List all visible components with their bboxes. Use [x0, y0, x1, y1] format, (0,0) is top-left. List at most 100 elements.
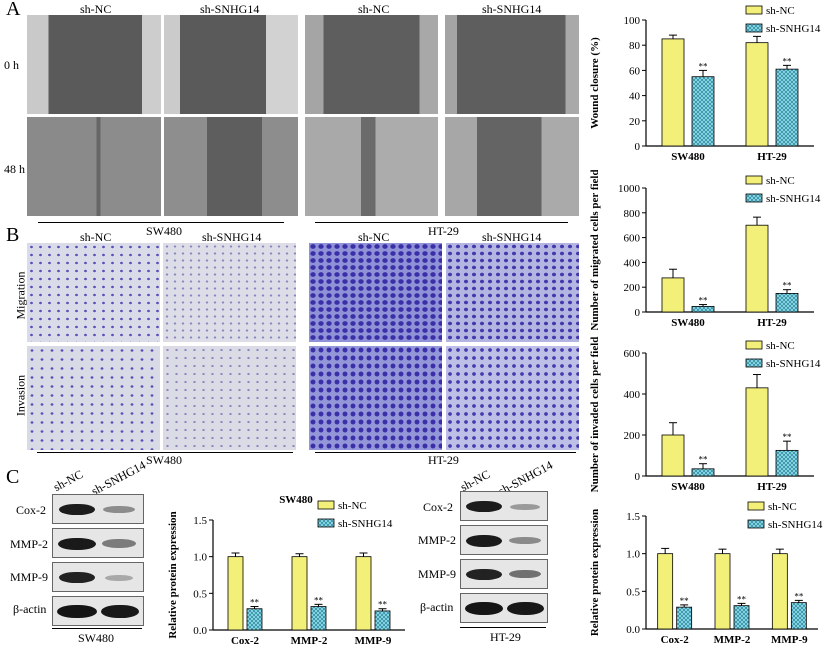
x-tick-label-ht-29: HT-29: [757, 151, 787, 163]
blot-right-strip-mmp2: [460, 525, 548, 555]
y-tick-label: 1.5: [626, 511, 640, 523]
bar-sh-snhg14-cox-2: [676, 606, 693, 630]
x-tick-label-mmp-2: MMP-2: [291, 635, 328, 647]
band-ht29-cox2-kd: [510, 504, 540, 510]
legend-label-sh-snhg14: sh-SNHG14: [766, 193, 821, 205]
bar-sh-snhg14-ht-29: [775, 449, 799, 477]
legend-swatch-sh-nc: [745, 340, 763, 350]
band-sw480-cox2-kd: [103, 506, 135, 513]
blot-right-strip-actin: [460, 593, 548, 623]
time-label-48h: 48 h: [4, 162, 25, 176]
chart-migrated-cells: 0 200 400 600 800 1000 Number of migrated cell…: [589, 170, 821, 330]
band-ht29-actin-nc: [465, 602, 503, 615]
y-tick-label: 0.5: [626, 586, 640, 598]
blot-left-label-mmp9: MMP-9: [10, 570, 49, 584]
y-tick-label: 80: [629, 40, 641, 52]
panel-a-label-sh-snhg14-ht29: sh-SNHG14: [482, 2, 542, 16]
band-sw480-mmp9-nc: [59, 572, 95, 583]
ht29-underline-a: [315, 222, 568, 223]
transwell-image-sw480-kd-migration: [163, 243, 296, 342]
bar-sh-nc-sw480: [661, 277, 685, 313]
x-tick-label-sw480: SW480: [671, 151, 705, 163]
band-ht29-mmp9-nc: [466, 569, 502, 580]
transwell-image-sw480-kd-invasion: [163, 346, 296, 450]
band-ht29-cox2-nc: [466, 501, 502, 512]
panel-a-label-sh-nc-ht29: sh-NC: [358, 2, 390, 16]
blot-left-strip-mmp2: [52, 528, 144, 558]
blot-right-underline: [460, 627, 546, 628]
blot-left-underline: [52, 628, 142, 629]
y-tick-label: 0: [635, 141, 641, 153]
bar-sh-nc-sw480: [661, 434, 685, 477]
wound-image-sw480-nc-48h: [27, 117, 161, 216]
y-axis-label: Relative protein expression: [167, 511, 179, 638]
x-tick-label-cox-2: Cox-2: [231, 635, 260, 647]
y-tick-label: 1000: [618, 183, 641, 195]
bar-sh-nc-ht-29: [745, 224, 769, 313]
x-tick-label-sw480: SW480: [671, 317, 705, 329]
bar-sh-snhg14-ht-29: [775, 68, 799, 147]
y-tick-label: 400: [624, 257, 641, 269]
bar-sh-snhg14-cox-2: [246, 608, 263, 631]
wound-image-sw480-nc-0h: [27, 15, 161, 114]
y-tick-label: 200: [624, 430, 641, 442]
blot-right-label-actin: β-actin: [420, 600, 454, 614]
legend-label-sh-nc: sh-NC: [766, 340, 795, 352]
band-ht29-actin-kd: [507, 602, 544, 615]
ht29-underline-b: [315, 452, 576, 453]
blot-right-label-mmp2: MMP-2: [418, 533, 457, 547]
wound-image-sw480-kd-0h: [164, 15, 298, 114]
x-tick-label-ht-29: HT-29: [757, 481, 787, 493]
band-sw480-mmp2-nc: [58, 538, 96, 550]
bar-sh-nc-mmp-2: [291, 556, 308, 631]
y-axis-label: Number of migrated cells per field: [589, 170, 601, 330]
time-label-0h: 0 h: [4, 58, 19, 72]
band-sw480-cox2-nc: [59, 504, 95, 515]
y-tick-label: 400: [624, 389, 641, 401]
wound-image-ht29-nc-48h: [305, 117, 438, 216]
significance-mark: **: [794, 591, 804, 601]
band-sw480-mmp2-kd: [102, 539, 136, 548]
legend-label-sh-snhg14: sh-SNHG14: [766, 23, 821, 35]
x-tick-label-sw480: SW480: [671, 481, 705, 493]
bar-sh-nc-ht-29: [745, 42, 769, 147]
significance-mark: **: [699, 296, 709, 306]
chart-title: SW480: [279, 494, 313, 506]
panel-b-label-sh-snhg14-sw480: sh-SNHG14: [202, 230, 262, 244]
bar-sh-nc-ht-29: [745, 387, 769, 477]
wound-image-ht29-nc-0h: [305, 15, 438, 114]
wound-image-sw480-kd-48h: [164, 117, 298, 216]
panel-b-label-sh-snhg14-ht29: sh-SNHG14: [482, 230, 542, 244]
y-tick-label: 800: [624, 208, 641, 220]
wound-image-ht29-kd-0h: [445, 15, 579, 114]
bar-sh-nc-mmp-9: [355, 556, 372, 631]
y-tick-label: 60: [629, 65, 641, 77]
y-tick-label: 20: [629, 116, 641, 128]
bar-sh-nc-mmp-9: [771, 553, 788, 630]
bar-sh-snhg14-mmp-2: [733, 605, 750, 630]
bar-sh-nc-cox-2: [227, 556, 244, 631]
chart-invaded-cells: 0 200 400 600 Number of invaded cells per fi…: [589, 337, 821, 493]
blot-left-lane-sh-nc: sh-NC: [50, 467, 86, 495]
blot-left-strip-actin: [52, 596, 144, 626]
bar-sh-nc-sw480: [661, 38, 685, 147]
legend-label-sh-snhg14: sh-SNHG14: [768, 519, 823, 531]
significance-mark: **: [699, 61, 709, 71]
blot-left-label-cox2: Cox-2: [16, 503, 46, 517]
bar-sh-snhg14-sw480: [691, 468, 715, 477]
transwell-image-sw480-nc-invasion: [27, 346, 160, 450]
y-tick-label: 0: [635, 471, 641, 483]
blot-left-strip-cox2: [52, 494, 144, 524]
blot-right-cell-line: HT-29: [490, 630, 521, 644]
band-ht29-mmp2-kd: [509, 537, 541, 544]
band-ht29-mmp9-kd: [509, 570, 541, 578]
chart-protein-ht29: 0.0 0.5 1.0 1.5 Relative protein expression H…: [589, 496, 823, 646]
y-axis-label: Wound closure (%): [589, 37, 601, 129]
sw480-underline-b: [37, 452, 293, 453]
panel-a-label-sh-snhg14-sw480: sh-SNHG14: [200, 2, 260, 16]
y-axis-label: Relative protein expression: [589, 509, 601, 636]
y-tick-label: 40: [629, 91, 641, 103]
legend-swatch-sh-nc: [745, 5, 763, 15]
transwell-image-ht29-kd-invasion: [446, 346, 579, 450]
band-ht29-mmp2-nc: [466, 535, 502, 547]
